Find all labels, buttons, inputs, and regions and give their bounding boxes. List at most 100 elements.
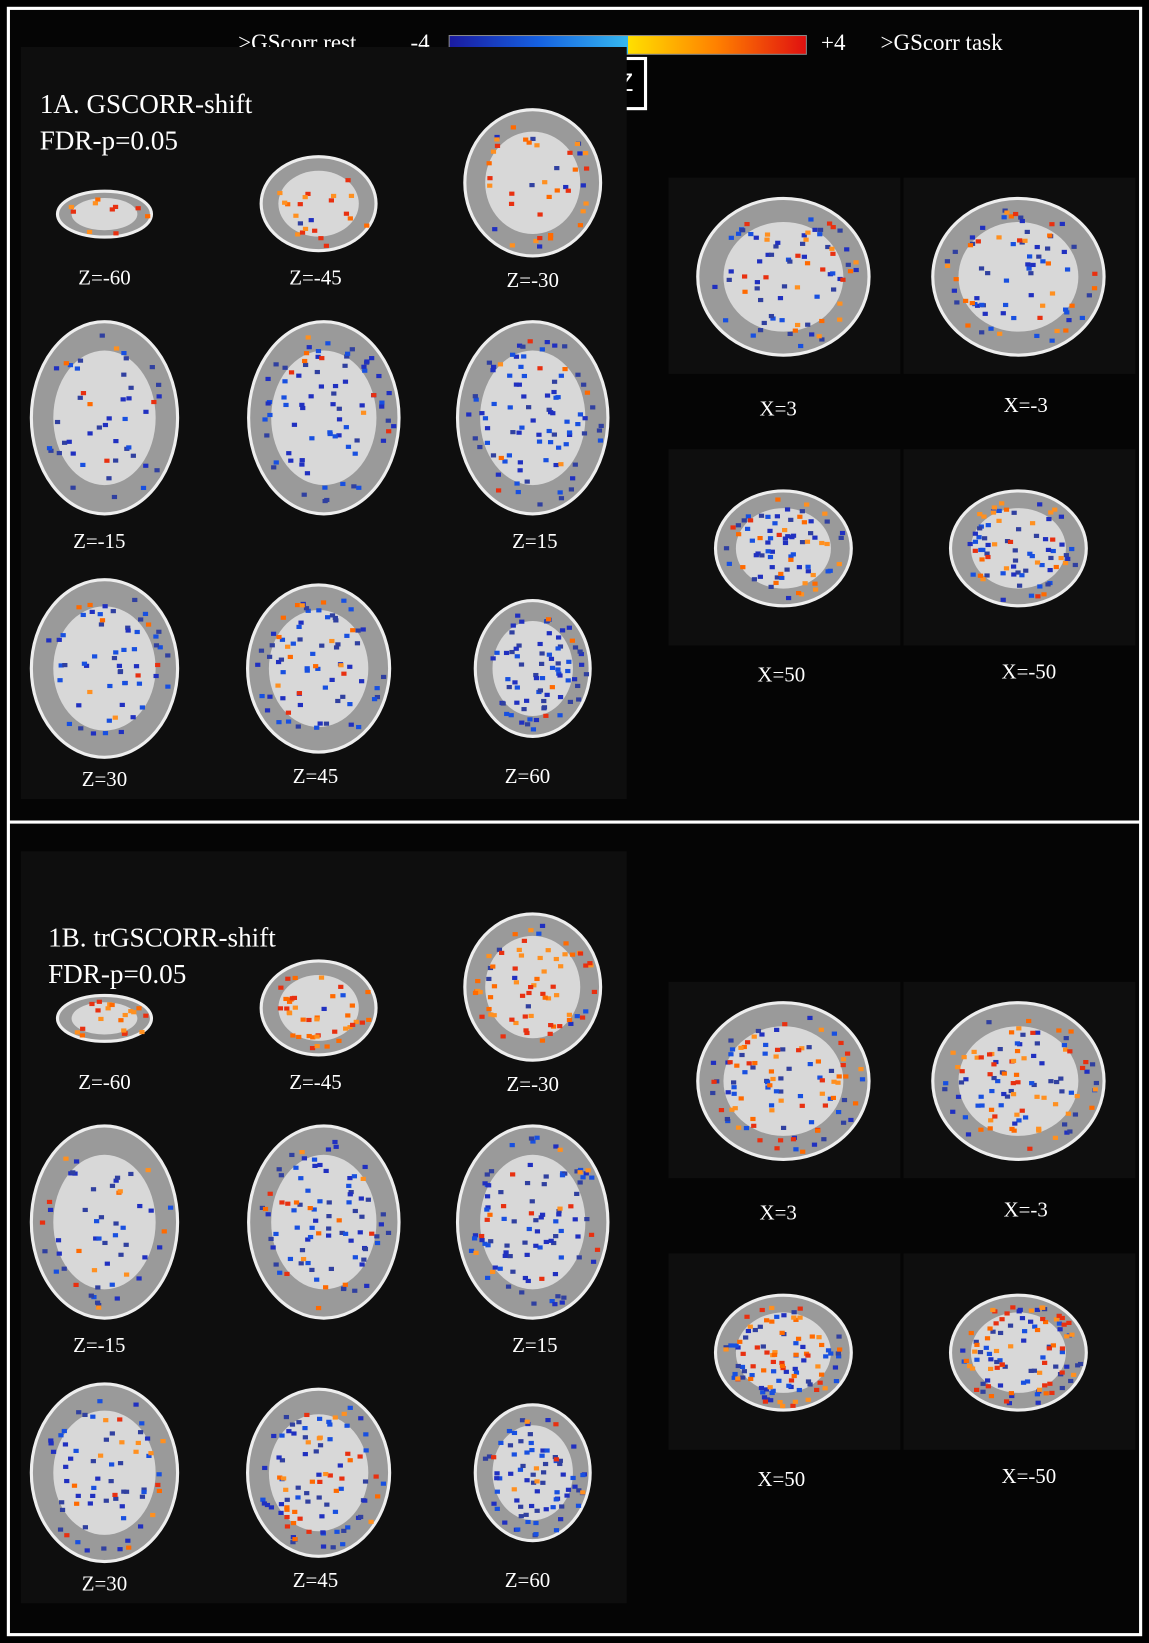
activation-voxel [997, 1383, 1004, 1388]
activation-voxel [276, 1167, 282, 1172]
activation-voxel [130, 715, 136, 720]
activation-voxel [311, 1207, 317, 1212]
activation-voxel [804, 261, 811, 266]
activation-voxel [136, 681, 143, 686]
activation-voxel [827, 568, 833, 573]
activation-voxel [97, 1399, 103, 1404]
activation-voxel [990, 1329, 996, 1334]
activation-voxel [76, 605, 82, 610]
activation-voxel [533, 1532, 539, 1537]
activation-voxel [822, 511, 828, 516]
activation-voxel [494, 1471, 500, 1476]
activation-voxel [1061, 1322, 1067, 1327]
activation-voxel [276, 720, 282, 725]
activation-voxel [74, 1501, 80, 1506]
activation-voxel [1028, 1368, 1034, 1373]
activation-voxel [108, 1479, 114, 1484]
activation-voxel [791, 1373, 797, 1379]
activation-voxel [284, 1497, 290, 1502]
activation-voxel [284, 1524, 291, 1529]
activation-voxel [950, 1050, 956, 1055]
activation-voxel [1016, 1026, 1022, 1031]
activation-voxel [740, 565, 746, 570]
activation-voxel [349, 347, 355, 352]
activation-voxel [845, 262, 851, 267]
activation-voxel [374, 1234, 380, 1239]
activation-voxel [520, 1463, 526, 1469]
activation-voxel [963, 1077, 969, 1082]
activation-voxel [345, 178, 351, 183]
activation-voxel [298, 1261, 304, 1266]
activation-voxel [553, 1144, 559, 1149]
activation-voxel [358, 1196, 364, 1201]
activation-voxel [1009, 1393, 1015, 1399]
activation-voxel [125, 628, 131, 633]
activation-voxel [572, 167, 578, 172]
activation-voxel [323, 1471, 329, 1477]
activation-voxel [507, 373, 513, 378]
activation-voxel [553, 1457, 560, 1462]
activation-voxel [1012, 558, 1019, 563]
activation-voxel [1027, 254, 1033, 259]
activation-voxel [326, 1419, 332, 1424]
activation-voxel [546, 631, 552, 636]
activation-voxel [62, 1442, 69, 1447]
activation-voxel [962, 1115, 969, 1120]
activation-voxel [327, 1437, 333, 1442]
activation-voxel [264, 1502, 271, 1508]
activation-voxel [502, 459, 508, 464]
slice-label: Z=15 [512, 1333, 557, 1357]
activation-voxel [837, 1347, 843, 1352]
activation-voxel [295, 232, 301, 237]
activation-voxel [727, 1060, 733, 1065]
activation-voxel [751, 577, 757, 582]
activation-voxel [588, 1232, 595, 1237]
activation-voxel [537, 641, 543, 647]
activation-voxel [104, 458, 110, 463]
activation-voxel [730, 525, 736, 530]
activation-voxel [1061, 1043, 1068, 1048]
activation-voxel [365, 989, 371, 995]
activation-voxel [74, 1030, 81, 1035]
activation-voxel [262, 1465, 268, 1471]
activation-voxel [352, 1208, 358, 1214]
activation-voxel [777, 1400, 783, 1405]
activation-voxel [39, 1220, 46, 1225]
activation-voxel [93, 1236, 99, 1241]
activation-voxel [974, 1387, 980, 1392]
activation-voxel [967, 243, 974, 248]
activation-voxel [566, 659, 572, 664]
activation-voxel [745, 1328, 752, 1334]
slice-label: Z=-15 [73, 529, 125, 553]
activation-voxel [80, 1026, 86, 1031]
activation-voxel [844, 1051, 851, 1056]
activation-voxel [986, 1351, 993, 1356]
activation-voxel [513, 1020, 519, 1026]
activation-voxel [805, 1379, 812, 1384]
activation-voxel [364, 1283, 370, 1288]
activation-voxel [536, 931, 542, 936]
activation-voxel [64, 1478, 70, 1484]
activation-voxel [753, 235, 759, 240]
activation-voxel [325, 1233, 332, 1238]
activation-voxel [1067, 1049, 1073, 1054]
activation-voxel [302, 195, 308, 200]
activation-voxel [143, 1013, 149, 1018]
activation-voxel [815, 1059, 821, 1064]
activation-voxel [502, 1253, 508, 1259]
activation-voxel [519, 1418, 526, 1423]
activation-voxel [119, 1440, 125, 1445]
activation-voxel [529, 1199, 535, 1204]
activation-voxel [794, 322, 801, 328]
activation-voxel [728, 235, 734, 240]
activation-voxel [735, 231, 742, 236]
activation-voxel [1000, 311, 1006, 316]
activation-voxel [135, 1440, 141, 1446]
activation-voxel [747, 1324, 753, 1329]
activation-voxel [320, 600, 327, 605]
slice-label: Z=-45 [289, 1070, 341, 1094]
activation-voxel [978, 1127, 984, 1132]
activation-voxel [359, 1214, 365, 1219]
activation-voxel [511, 1487, 517, 1492]
activation-voxel [768, 313, 775, 319]
